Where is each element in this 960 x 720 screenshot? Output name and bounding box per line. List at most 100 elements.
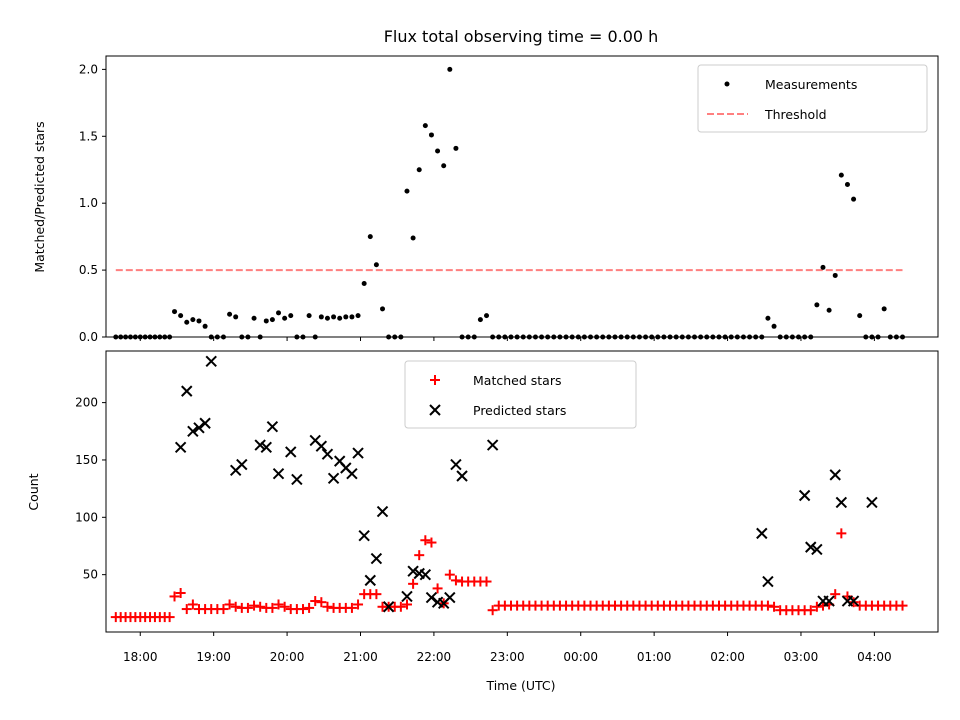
matched-point	[836, 528, 847, 539]
predicted-point	[193, 422, 205, 434]
measurement-point	[202, 323, 208, 329]
matched-point	[830, 589, 841, 600]
predicted-point	[401, 590, 413, 603]
legend-marker-measurements	[724, 81, 730, 87]
predicted-point	[376, 505, 389, 518]
top-y-axis-label: Matched/Predicted stars	[32, 121, 47, 272]
top-panel: 0.00.51.01.52.0 Matched/Predicted stars …	[32, 55, 939, 344]
measurement-point	[282, 315, 288, 321]
bottom-y-tick-label: 50	[83, 568, 98, 582]
predicted-point	[419, 568, 432, 581]
x-tick-label: 20:00	[270, 650, 305, 664]
matched-point	[426, 537, 437, 548]
legend-marker-matched	[430, 375, 440, 385]
x-tick-label: 03:00	[784, 650, 819, 664]
matched-point	[450, 575, 461, 586]
x-tick-label: 00:00	[563, 650, 598, 664]
predicted-point	[266, 420, 279, 433]
measurement-point	[337, 315, 343, 321]
matched-point	[487, 605, 498, 616]
matched-point	[187, 599, 198, 610]
x-tick-label: 19:00	[196, 650, 231, 664]
measurement-point	[355, 313, 361, 319]
matched-point	[279, 601, 290, 612]
matched-point	[805, 605, 816, 616]
predicted-point	[486, 439, 499, 451]
measurement-point	[380, 306, 386, 312]
top-series	[113, 66, 906, 340]
x-tick-label: 18:00	[123, 650, 158, 664]
top-y-tick-labels: 0.0 0.5 1.0 1.5 2.0	[79, 62, 98, 344]
x-tick-label: 04:00	[857, 650, 892, 664]
measurement-point	[771, 323, 777, 329]
measurement-point	[838, 172, 844, 178]
predicted-point	[823, 595, 835, 607]
predicted-series	[174, 355, 878, 613]
measurement-point	[447, 66, 453, 72]
predicted-point	[370, 552, 383, 565]
measurement-point	[765, 315, 771, 321]
matched-point	[297, 604, 308, 615]
measurement-point	[410, 235, 416, 241]
predicted-point	[358, 529, 370, 542]
predicted-point	[205, 355, 217, 368]
measurement-point	[361, 280, 367, 286]
predicted-point	[835, 496, 848, 509]
predicted-point	[762, 575, 774, 588]
predicted-point	[829, 469, 841, 481]
top-y-tick-label: 2.0	[79, 62, 98, 76]
measurement-point	[881, 306, 887, 312]
legend-label-threshold: Threshold	[764, 107, 827, 122]
matched-point	[230, 601, 241, 612]
predicted-point	[272, 468, 285, 480]
measurement-point	[844, 181, 850, 187]
predicted-point	[236, 458, 248, 471]
bottom-axes-frame	[105, 350, 939, 633]
measurement-point	[484, 313, 490, 319]
measurement-point	[190, 317, 196, 323]
matched-point	[444, 569, 455, 580]
measurement-point	[343, 314, 349, 320]
matched-point	[420, 535, 431, 546]
measurement-point	[367, 234, 373, 240]
measurement-point	[184, 319, 190, 325]
measurement-point	[276, 310, 282, 316]
legend-label-matched: Matched stars	[473, 373, 561, 388]
predicted-point	[866, 496, 878, 509]
matched-point	[353, 599, 364, 610]
measurement-point	[477, 317, 483, 323]
matched-point	[175, 588, 186, 599]
measurement-point	[416, 167, 422, 173]
measurement-point	[263, 318, 269, 324]
matched-point	[408, 578, 419, 589]
matched-point	[304, 602, 315, 613]
predicted-point	[346, 468, 358, 480]
legend-marker-predicted	[429, 404, 441, 416]
bottom-y-tick-label: 150	[75, 453, 98, 467]
bottom-y-tick-label: 200	[75, 396, 98, 410]
measurement-point	[251, 315, 257, 321]
bottom-legend-box	[404, 360, 637, 429]
predicted-point	[187, 425, 199, 437]
measurement-point	[373, 262, 379, 268]
predicted-point	[364, 574, 376, 587]
predicted-point	[456, 470, 468, 482]
measurement-point	[453, 145, 459, 151]
measurement-point	[196, 318, 202, 324]
predicted-point	[327, 472, 340, 485]
matched-point	[346, 602, 357, 613]
matched-point	[316, 597, 327, 608]
measurement-point	[820, 264, 826, 270]
x-tick-label: 21:00	[343, 650, 378, 664]
matched-point	[811, 601, 822, 612]
x-tick-label: 01:00	[637, 650, 672, 664]
measurement-point	[441, 163, 447, 169]
bottom-legend: Matched stars Predicted stars	[404, 360, 637, 429]
legend-label-predicted: Predicted stars	[473, 403, 566, 418]
measurement-point	[851, 196, 857, 202]
matched-point	[242, 602, 253, 613]
top-y-ticks	[102, 68, 106, 338]
predicted-point	[847, 595, 860, 607]
predicted-point	[444, 591, 456, 604]
predicted-point	[199, 417, 211, 429]
